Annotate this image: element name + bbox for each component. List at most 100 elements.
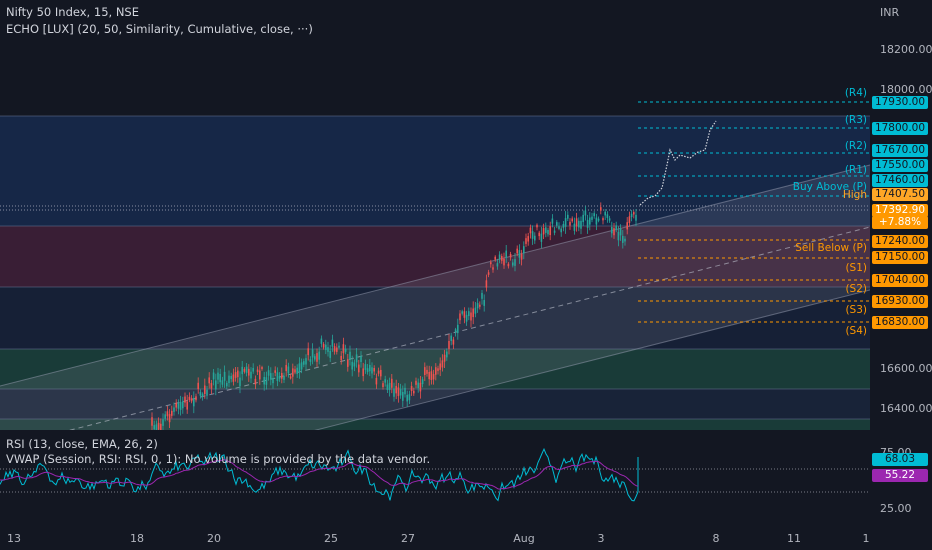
candle-body: [509, 254, 512, 258]
candle-body: [340, 355, 342, 361]
candle-body: [492, 267, 494, 270]
pivot-zone: [0, 226, 870, 287]
candle-body: [265, 377, 268, 385]
lower-zone: [0, 389, 870, 419]
candle-body: [267, 370, 270, 376]
candle-body: [314, 356, 316, 360]
candle-body: [366, 368, 369, 372]
candle-body: [417, 382, 419, 389]
candle-body: [450, 335, 452, 341]
candle-body: [331, 339, 334, 347]
candle-body: [611, 226, 613, 234]
candle-body: [166, 411, 169, 417]
candle-body: [635, 214, 637, 221]
price-chart[interactable]: Nifty 50 Index, 15, NSE ECHO [LUX] (20, …: [0, 0, 870, 430]
candle-body: [155, 424, 158, 430]
candle-body: [630, 213, 633, 218]
candle-body: [465, 314, 468, 322]
price-tag-r2: 17670.00: [872, 144, 928, 157]
indicator-legend[interactable]: ECHO [LUX] (20, 50, Similarity, Cumulati…: [6, 22, 313, 36]
candle-body: [201, 393, 204, 397]
price-tag-r4: 17930.00: [872, 96, 928, 109]
candle-body: [384, 379, 386, 383]
candle-body: [512, 262, 514, 266]
channel-mid-line: [68, 226, 870, 430]
candle-body: [256, 369, 259, 373]
time-label: 18: [130, 532, 144, 545]
candle-body: [586, 219, 589, 228]
candle-body: [157, 422, 160, 430]
candle-body: [485, 280, 488, 288]
time-scale[interactable]: 13 18 20 25 27 Aug 3 8 11 1: [0, 528, 870, 550]
candle-body: [479, 304, 481, 307]
candle-body: [281, 372, 283, 379]
price-tag-s4: 16830.00: [872, 316, 928, 329]
candle-body: [402, 391, 404, 401]
candle-body: [245, 366, 248, 373]
candle-body: [591, 216, 593, 220]
price-scale[interactable]: INR 18200.00 18000.00 16600.00 16400.00 …: [870, 0, 932, 530]
candle-body: [606, 214, 609, 218]
candle-body: [303, 361, 305, 365]
candle-body: [615, 225, 617, 230]
candle-body: [320, 338, 323, 344]
candle-body: [232, 374, 235, 382]
candle-body: [595, 217, 598, 225]
time-label: 3: [597, 532, 605, 545]
candle-body: [523, 246, 525, 254]
rsi-legend[interactable]: RSI (13, close, EMA, 26, 2): [6, 437, 158, 451]
candle-body: [190, 398, 193, 402]
candle-body: [351, 361, 353, 370]
candle-body: [589, 217, 591, 225]
lower-demand-zone: [0, 419, 870, 430]
candle-body: [179, 401, 182, 410]
price-tick: 16600.00: [880, 362, 932, 375]
candle-body: [261, 367, 263, 370]
candle-body: [602, 218, 604, 221]
candle-body: [421, 379, 424, 385]
time-label: 11: [787, 532, 801, 545]
candle-body: [318, 351, 320, 360]
candle-body: [536, 224, 538, 228]
candle-body: [223, 371, 226, 381]
candle-body: [551, 218, 554, 224]
candle-body: [483, 300, 485, 306]
rsi-panel[interactable]: RSI (13, close, EMA, 26, 2) VWAP (Sessio…: [0, 432, 870, 528]
candle-body: [182, 401, 184, 409]
candle-body: [604, 211, 606, 216]
candle-body: [567, 214, 569, 219]
candle-body: [228, 375, 230, 384]
vwap-line: [0, 459, 639, 490]
candle-body: [226, 382, 228, 387]
candle-body: [336, 347, 338, 352]
candle-body: [518, 250, 521, 258]
price-tick: 18200.00: [880, 43, 932, 56]
candle-body: [333, 346, 336, 352]
currency-label: INR: [880, 6, 900, 19]
candle-body: [549, 226, 551, 236]
candle-body: [415, 380, 417, 385]
candle-body: [501, 256, 503, 261]
vwap-legend[interactable]: VWAP (Session, RSI: RSI, 0, 1): No volum…: [6, 452, 431, 466]
candle-body: [494, 256, 496, 260]
rsi-canvas[interactable]: [0, 432, 870, 528]
candle-body: [463, 311, 466, 318]
price-tag-sell-below: 17240.00: [872, 235, 928, 248]
symbol-legend[interactable]: Nifty 50 Index, 15, NSE: [6, 5, 139, 19]
candle-body: [439, 363, 441, 370]
candle-body: [151, 417, 153, 426]
candle-body: [344, 348, 347, 352]
candle-body: [188, 396, 191, 400]
candle-body: [505, 250, 507, 258]
candle-body: [507, 263, 510, 267]
candle-body: [633, 212, 635, 215]
price-tag-r1: 17550.00: [872, 159, 928, 172]
candle-body: [210, 383, 213, 389]
candle-body: [184, 396, 186, 403]
price-tag-high: 17407.50: [872, 188, 928, 201]
candle-body: [373, 367, 375, 372]
candle-body: [311, 349, 314, 358]
candle-body: [162, 419, 164, 426]
price-chart-canvas[interactable]: [0, 0, 870, 430]
candle-body: [305, 358, 307, 365]
